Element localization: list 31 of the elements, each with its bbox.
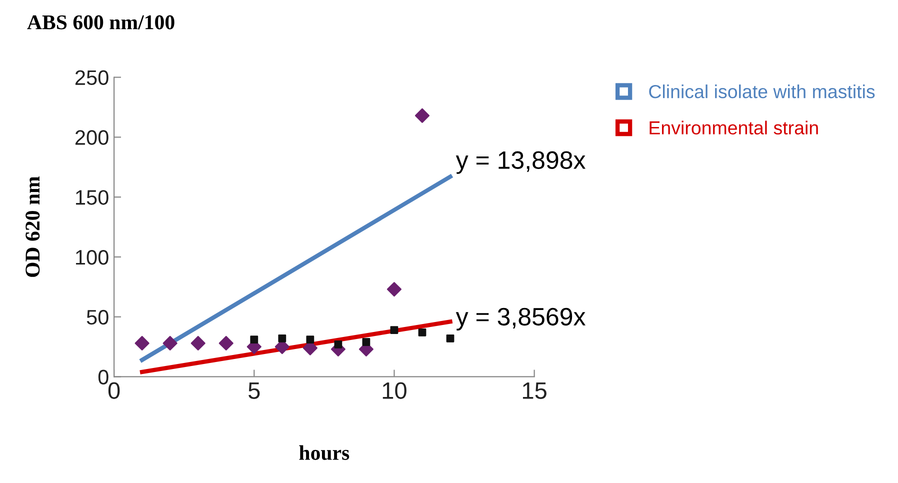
point xyxy=(134,336,150,350)
y-tick-label: 200 xyxy=(75,130,108,145)
legend-label: Environmental strain xyxy=(650,120,818,134)
point xyxy=(418,328,426,336)
point xyxy=(362,338,370,346)
x-tick-label: 0 xyxy=(108,382,120,399)
point xyxy=(306,336,314,344)
y-tick-label: 250 xyxy=(75,70,108,86)
point xyxy=(386,282,402,297)
point xyxy=(162,336,178,350)
point xyxy=(334,340,342,348)
point xyxy=(250,336,258,344)
y-tick-label: 0 xyxy=(98,370,108,384)
legend-label: Clinical isolate with mastitis xyxy=(649,84,875,98)
point xyxy=(218,336,234,350)
y-tick-label: 100 xyxy=(76,250,108,265)
y-tick-label: 50 xyxy=(86,310,108,325)
point xyxy=(446,334,454,342)
point xyxy=(414,108,430,123)
x-tick-label: 10 xyxy=(382,382,406,399)
point xyxy=(390,326,398,334)
chart-title: ABS 600 nm/100 xyxy=(27,15,174,30)
x-axis-title: hours xyxy=(299,445,350,460)
x-tick-label: 15 xyxy=(522,382,546,399)
point xyxy=(278,334,286,342)
x-tick-label: 5 xyxy=(248,382,260,399)
y-tick-label: 150 xyxy=(76,190,108,205)
y-axis-title: OD 620 nm xyxy=(26,176,40,277)
point xyxy=(190,336,206,350)
annotation: y = 3,8569x xyxy=(456,308,586,331)
annotation: y = 13,898x xyxy=(456,151,586,174)
